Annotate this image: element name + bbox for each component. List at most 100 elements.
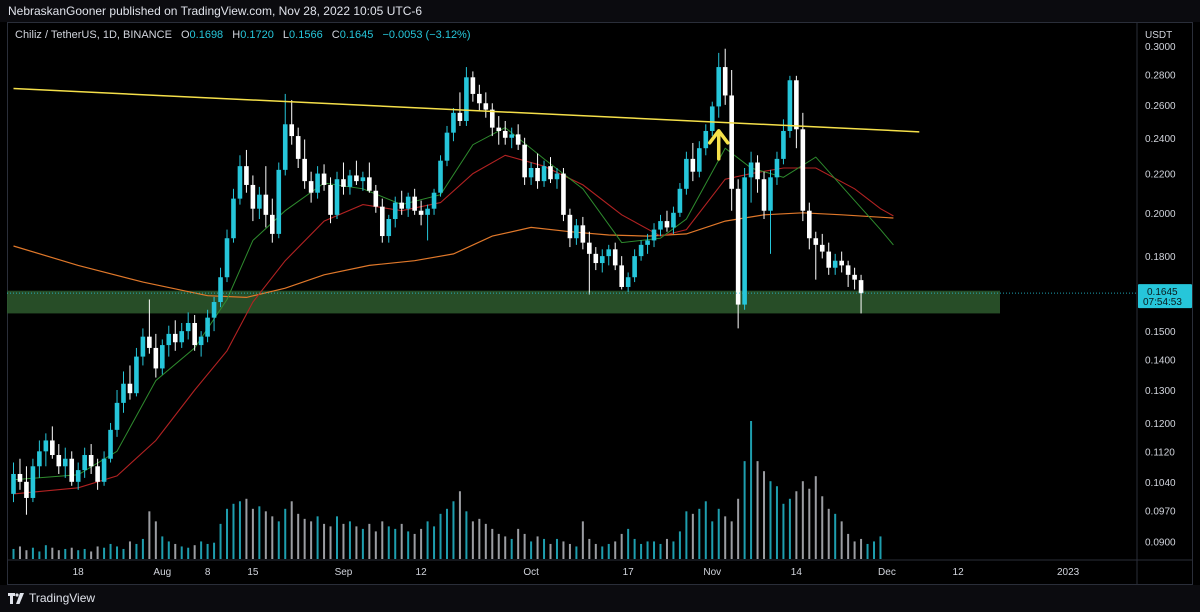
candle: [690, 142, 696, 182]
candle-body: [17, 473, 23, 482]
candle-body: [645, 240, 650, 245]
tradingview-logo[interactable]: TradingView: [8, 591, 95, 605]
open-value: 0.1698: [189, 29, 224, 41]
candle: [321, 164, 327, 191]
volume-bar: [77, 550, 80, 559]
candle: [334, 171, 340, 220]
candle: [121, 371, 126, 413]
volume-bar: [562, 541, 565, 559]
candle: [774, 151, 780, 185]
volume-bar: [510, 538, 513, 559]
volume-bar: [840, 521, 843, 559]
candle-body: [781, 130, 786, 159]
publish-info-text: NebraskanGooner published on TradingView…: [8, 4, 423, 18]
candle-body: [75, 470, 81, 482]
volume-bar: [879, 536, 882, 559]
volume-bar: [323, 523, 326, 559]
volume-bar: [148, 511, 151, 559]
volume-bar: [801, 481, 804, 559]
volume-bar: [200, 541, 203, 559]
candle: [37, 440, 42, 478]
candle-body: [722, 67, 728, 96]
candle-body: [839, 260, 844, 266]
candle: [748, 151, 754, 203]
candle-body: [574, 225, 579, 239]
volume-bar: [122, 548, 125, 559]
close-label: C: [331, 29, 340, 41]
candle: [24, 466, 29, 515]
volume-bar: [251, 508, 254, 559]
support-zone: [7, 290, 1000, 314]
volume-bar: [491, 528, 494, 559]
candle: [347, 169, 353, 195]
volume-bar: [348, 521, 351, 559]
volume-bar: [743, 461, 746, 559]
candle: [399, 190, 404, 215]
candle: [832, 253, 838, 275]
candle-body: [794, 80, 799, 130]
volume-bar: [808, 488, 811, 559]
volume-bar: [555, 538, 558, 559]
volume-bar: [342, 523, 345, 559]
candle-body: [515, 134, 521, 145]
time-tick-label: 12: [953, 567, 965, 578]
candle: [819, 233, 825, 259]
candle-body: [684, 158, 689, 189]
candle-body: [347, 175, 353, 187]
candle: [729, 69, 734, 211]
candle: [852, 267, 857, 290]
candle-body: [56, 455, 62, 467]
candle-body: [321, 173, 327, 185]
volume-bar: [361, 528, 364, 559]
volume-bar: [730, 521, 733, 559]
candle: [43, 433, 49, 467]
candle: [807, 202, 812, 250]
volume-bar: [426, 521, 429, 559]
candle: [561, 168, 566, 222]
candle: [444, 125, 450, 167]
candle: [140, 328, 146, 366]
volume-bar: [782, 503, 785, 559]
candle: [386, 214, 392, 243]
candle-body: [729, 95, 734, 189]
candle-body: [832, 260, 838, 268]
candle-body: [606, 249, 612, 257]
price-tick-label: 0.2400: [1145, 134, 1176, 145]
candle: [580, 216, 586, 250]
time-tick-label: Oct: [523, 567, 539, 578]
candle: [619, 256, 624, 290]
candle: [554, 168, 560, 189]
candle-body: [140, 336, 146, 357]
time-tick-label: Nov: [703, 567, 721, 578]
volume-bar: [601, 546, 604, 559]
candle-body: [489, 109, 495, 128]
candle-body: [192, 322, 197, 346]
volume-bar: [646, 541, 649, 559]
candle: [489, 103, 495, 137]
volume-layer: [12, 421, 882, 559]
candle-body: [43, 440, 49, 452]
volume-bar: [691, 513, 694, 559]
candle: [82, 447, 87, 478]
volume-bar: [788, 498, 791, 559]
time-tick-label: 15: [247, 567, 259, 578]
volume-bar: [633, 538, 636, 559]
candle-body: [308, 181, 314, 193]
candle-body: [185, 322, 191, 332]
candle: [671, 206, 676, 234]
volume-bar: [193, 545, 196, 559]
candle-body: [561, 173, 566, 215]
volume-bar: [866, 543, 869, 559]
candle-body: [108, 429, 113, 459]
candle: [50, 426, 55, 459]
candle-body: [373, 190, 379, 207]
candle: [302, 139, 307, 189]
candle-body: [153, 347, 159, 369]
candle: [632, 249, 637, 283]
candle: [742, 168, 747, 310]
candle-body: [826, 251, 832, 268]
volume-bar: [536, 536, 539, 559]
candle: [341, 162, 346, 195]
candle-body: [845, 265, 851, 275]
